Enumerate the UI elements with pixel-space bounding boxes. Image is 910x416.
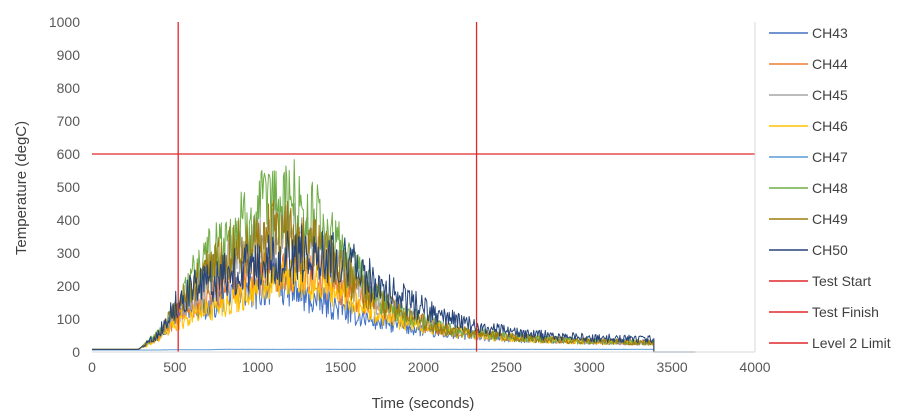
- legend-label-test-start: Test Start: [812, 273, 871, 289]
- y-tick-label: 700: [57, 113, 81, 129]
- legend-label-ch49: CH49: [812, 211, 848, 227]
- y-tick-label: 500: [57, 179, 81, 195]
- x-tick-label: 0: [88, 359, 96, 375]
- x-tick-label: 1000: [242, 359, 273, 375]
- y-tick-label: 1000: [49, 14, 80, 30]
- y-tick-label: 800: [57, 80, 81, 96]
- axes: 0 500 1000 1500 2000 2500 3000 3500 4000 0 100 200 3…: [49, 14, 771, 375]
- plot-area: [92, 22, 755, 353]
- series-line-ch50: [92, 224, 655, 352]
- x-tick-label: 2000: [408, 359, 439, 375]
- y-tick-label: 100: [57, 311, 81, 327]
- legend-label-ch43: CH43: [812, 25, 848, 41]
- legend-label-ch45: CH45: [812, 87, 848, 103]
- y-axis-title: Temperature (degC): [13, 121, 30, 255]
- x-tick-label: 1500: [325, 359, 356, 375]
- legend-label-ch50: CH50: [812, 242, 848, 258]
- x-tick-label: 2500: [491, 359, 522, 375]
- legend-label-ch48: CH48: [812, 180, 848, 196]
- x-tick-label: 500: [163, 359, 187, 375]
- x-tick-label: 3000: [574, 359, 605, 375]
- y-tick-label: 400: [57, 212, 81, 228]
- y-tick-label: 200: [57, 278, 81, 294]
- y-tick-label: 300: [57, 245, 81, 261]
- legend-label-ch47: CH47: [812, 149, 848, 165]
- legend-label-ch44: CH44: [812, 56, 848, 72]
- y-tick-label: 0: [72, 344, 80, 360]
- x-tick-label: 3500: [657, 359, 688, 375]
- legend-label-ch46: CH46: [812, 118, 848, 134]
- series-line-ch43: [92, 262, 655, 352]
- y-tick-label: 600: [57, 146, 81, 162]
- series-line-ch49: [92, 199, 655, 352]
- legend-label-test-finish: Test Finish: [812, 304, 879, 320]
- legend: CH43 CH44 CH45 CH46 CH47 CH48 CH49 CH50 Test Sta…: [769, 25, 891, 351]
- legend-label-level-2-limit: Level 2 Limit: [812, 335, 891, 351]
- x-tick-label: 4000: [739, 359, 770, 375]
- x-axis-title: Time (seconds): [372, 395, 475, 412]
- series-line-ch47: [92, 348, 655, 352]
- y-tick-label: 900: [57, 47, 81, 63]
